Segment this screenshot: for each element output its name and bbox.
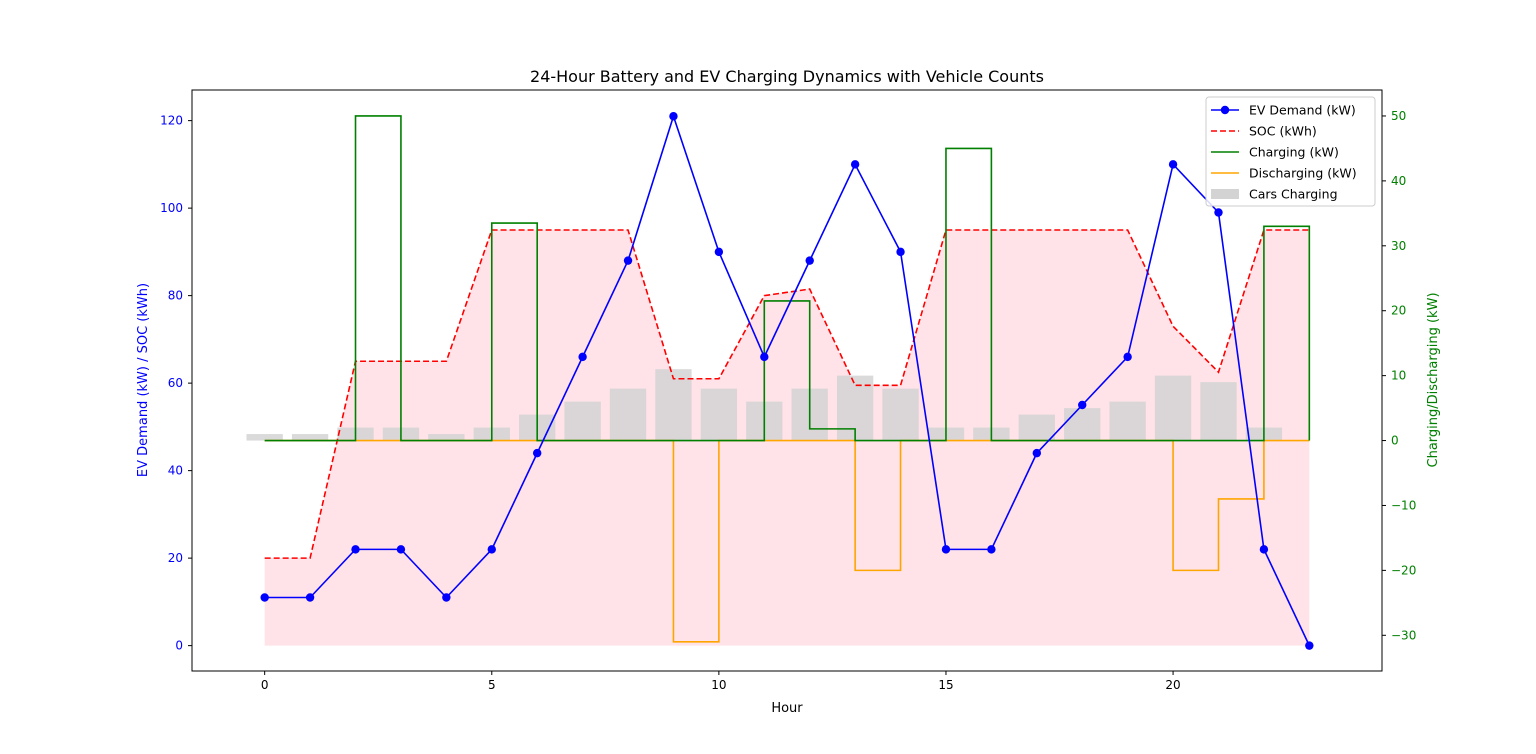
ev-demand-point-23 [1305, 641, 1314, 650]
y-left-tick-label: 40 [168, 464, 183, 478]
ev-demand-point-20 [1168, 160, 1178, 169]
ev-demand-point-22 [1259, 545, 1269, 554]
plot-frame [191, 89, 1383, 672]
cars-charging-bar-7 [564, 401, 601, 441]
y-right-tick-label: 0 [1391, 434, 1399, 448]
soc-fill-area [264, 230, 1310, 646]
x-tick-label: 10 [711, 678, 726, 692]
ev-demand-point-8 [623, 256, 633, 265]
ev-demand-point-19 [1123, 352, 1132, 362]
ev-demand-line [264, 113, 1311, 646]
cars-charging-bar-14 [882, 388, 919, 441]
axes-layer: 0 5 10 15 20 0 20 40 60 80 100 120 −30 −20 −10 0 10 20 30 4… [160, 109, 1416, 692]
y-right-tick-label: 30 [1391, 239, 1406, 253]
y-left-tick-label: 60 [168, 376, 183, 390]
ev-demand-point-6 [532, 448, 542, 458]
y-axis-left-label: EV Demand (kW) / SOC (kWh) [136, 283, 151, 477]
legend-swatch-cars [1211, 189, 1239, 199]
y-right-tick-label: 10 [1391, 369, 1406, 383]
ev-demand-point-14 [896, 247, 905, 257]
ev-demand-point-18 [1078, 400, 1087, 410]
cars-charging-bar-9 [655, 369, 692, 441]
y-right-tick-label: 40 [1391, 174, 1406, 188]
cars-charging-bar-20 [1154, 375, 1192, 441]
legend: EV Demand (kW) SOC (kWh) Charging (kW) Disc… [1205, 96, 1376, 207]
ev-demand-point-21 [1214, 208, 1223, 217]
legend-label: Charging (kW) [1249, 145, 1339, 160]
chart-title: 24-Hour Battery and EV Charging Dynamics… [530, 67, 1044, 86]
cars-charging-bar-8 [609, 388, 647, 441]
y-right-tick-label: −30 [1391, 628, 1416, 642]
y-left-tick-label: 120 [160, 114, 183, 128]
y-left-tick-label: 80 [168, 289, 183, 303]
soc-line [264, 229, 1310, 559]
ev-demand-point-1 [305, 593, 315, 602]
ev-demand-point-9 [669, 112, 678, 121]
y-right-tick-label: 20 [1391, 304, 1406, 318]
y-left-tick-label: 100 [160, 201, 183, 215]
cars-charging-bar-4 [428, 434, 465, 441]
legend-label: Cars Charging [1249, 187, 1338, 202]
cars-charging-bar-17 [1018, 414, 1055, 441]
y-left-tick-label: 20 [168, 551, 183, 565]
y-right-tick-label: 50 [1391, 109, 1406, 123]
cars-charging-bar-18 [1064, 408, 1101, 441]
plot-layer [246, 112, 1314, 650]
cars-charging-bar-1 [291, 434, 329, 441]
cars-charging-bar-10 [700, 388, 738, 441]
x-tick-label: 20 [1165, 678, 1180, 692]
y-right-tick-label: −10 [1391, 498, 1416, 512]
ev-demand-point-4 [442, 593, 451, 602]
ev-demand-point-15 [941, 545, 951, 554]
ev-demand-point-13 [850, 160, 860, 169]
ev-demand-point-16 [987, 545, 996, 554]
y-right-tick-label: −20 [1391, 563, 1416, 577]
legend-label: SOC (kWh) [1249, 124, 1317, 139]
x-axis-label: Hour [771, 701, 803, 716]
legend-box [1205, 96, 1376, 207]
cars-charging-bar-21 [1200, 382, 1237, 441]
y-left-tick-label: 0 [175, 639, 183, 653]
ev-demand-point-3 [396, 545, 406, 554]
cars-charging-bar-19 [1109, 401, 1146, 441]
ev-demand-point-5 [487, 545, 496, 554]
ev-demand-point-0 [260, 593, 269, 602]
charging-step-line [264, 115, 1311, 442]
legend-label: EV Demand (kW) [1249, 103, 1356, 118]
ev-demand-point-17 [1032, 448, 1042, 458]
cars-charging-bar-0 [246, 434, 283, 441]
ev-demand-point-10 [714, 247, 724, 257]
x-tick-label: 15 [938, 678, 953, 692]
legend-label: Discharging (kW) [1249, 166, 1357, 181]
legend-marker-ev_demand [1220, 105, 1230, 115]
y-axis-right-label: Charging/Discharging (kW) [1426, 292, 1441, 467]
ev-demand-point-2 [351, 545, 360, 554]
ev-demand-point-7 [578, 352, 587, 362]
x-tick-label: 0 [261, 678, 269, 692]
x-tick-label: 5 [488, 678, 496, 692]
ev-demand-point-12 [805, 256, 814, 265]
ev-demand-point-11 [760, 352, 769, 362]
